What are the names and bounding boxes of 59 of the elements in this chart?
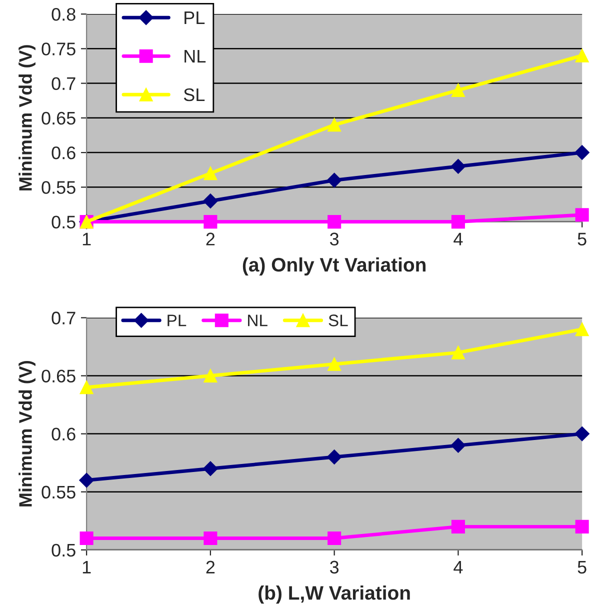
x-tick-label: 2: [206, 232, 215, 246]
point: [204, 215, 218, 229]
y-tick-label: 0.5: [52, 216, 76, 229]
point: [450, 159, 466, 174]
point: [575, 322, 589, 336]
y-tick-label: 0.6: [52, 146, 76, 160]
point: [575, 520, 589, 534]
point: [574, 145, 590, 160]
x-tick-label: 4: [454, 560, 463, 574]
point: [575, 208, 589, 222]
point: [326, 450, 342, 464]
point: [328, 215, 342, 229]
legend-label: NL: [248, 314, 268, 326]
y-tick-label: 0.8: [52, 8, 76, 21]
y-tick-label: 0.7: [52, 312, 76, 324]
legend-label: PL: [184, 12, 205, 24]
point: [450, 438, 466, 453]
y-axis-title: Minimum Vdd (V): [18, 360, 36, 506]
x-tick-label: 1: [82, 560, 91, 574]
point: [575, 48, 589, 62]
point: [204, 368, 218, 383]
point: [451, 83, 465, 97]
point: [79, 472, 94, 488]
x-tick-label: 3: [330, 232, 339, 246]
y-tick-label: 0.65: [42, 112, 76, 125]
point: [80, 380, 94, 394]
x-tick-label: 5: [578, 232, 586, 246]
x-tick-label: 1: [82, 232, 91, 246]
point: [204, 532, 218, 546]
point: [326, 172, 342, 188]
y-tick-label: 0.5: [52, 544, 76, 557]
point: [204, 166, 218, 180]
point: [328, 118, 342, 132]
y-tick-label: 0.75: [42, 42, 76, 56]
x-axis-title: (b) L,W Variation: [258, 585, 410, 604]
legend-label: SL: [328, 314, 348, 326]
y-tick-label: 0.55: [42, 486, 76, 499]
y-tick-label: 0.6: [52, 428, 76, 441]
x-tick-label: 3: [330, 560, 339, 574]
x-tick-label: 4: [454, 232, 463, 246]
legend-label: SL: [184, 88, 205, 102]
y-tick-label: 0.7: [52, 77, 76, 90]
point: [451, 520, 465, 534]
legend-label: NL: [184, 50, 206, 62]
point: [451, 346, 465, 360]
point: [80, 532, 94, 546]
point: [328, 532, 342, 546]
y-tick-label: 0.65: [42, 370, 76, 382]
x-tick-label: 5: [578, 560, 586, 574]
point: [203, 461, 218, 476]
point: [451, 215, 465, 229]
legend-label: PL: [168, 314, 186, 326]
x-axis-title: (a) Only Vt Variation: [242, 257, 426, 276]
y-axis-title: Minimum Vdd (V): [18, 45, 36, 190]
y-tick-label: 0.55: [42, 181, 76, 194]
point: [328, 357, 342, 371]
x-tick-label: 2: [206, 560, 215, 574]
point: [203, 194, 218, 208]
point: [574, 426, 590, 442]
